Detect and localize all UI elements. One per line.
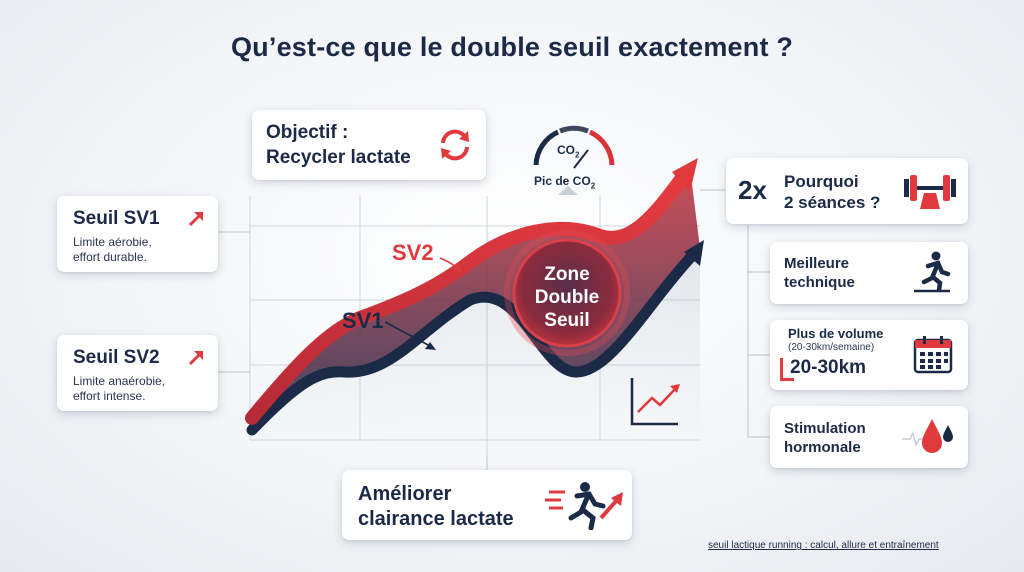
sv1-card-line-2: effort durable.	[73, 250, 147, 264]
page-title: Qu’est-ce que le double seuil exactement…	[230, 32, 794, 62]
right-item-technique: Meilleure technique	[770, 242, 968, 304]
right-item-3-line-2: hormonale	[784, 439, 861, 456]
why-line-2: 2 séances ?	[784, 193, 881, 212]
red-arrowhead	[672, 158, 698, 192]
sv2-label: SV2	[392, 240, 434, 265]
objective-line-2: Recycler lactate	[266, 147, 411, 168]
gauge-label: Pic de CO2	[534, 174, 595, 190]
zone-circle	[512, 238, 622, 348]
trend-chart-icon	[630, 378, 680, 426]
why-line-1: Pourquoi	[784, 172, 859, 191]
dumbbell-icon	[904, 175, 956, 209]
right-item-2-accent-base	[780, 378, 794, 381]
sv2-card-line-2: effort intense.	[73, 389, 146, 403]
right-item-volume: Plus de volume (20-30km/semaine) 20-30km	[770, 320, 968, 390]
right-item-2-sub: (20-30km/semaine)	[788, 342, 875, 353]
connector-lines	[218, 189, 770, 470]
runner-icon	[545, 482, 623, 530]
seuil-sv1-card: Seuil SV1 Limite aérobie, effort durable…	[57, 196, 218, 272]
seuil-sv2-card: Seuil SV2 Limite anaérobie, effort inten…	[57, 335, 218, 411]
red-curve	[245, 171, 689, 425]
right-item-hormonal: Stimulation hormonale	[770, 406, 968, 468]
zone-line-3: Seuil	[544, 310, 590, 331]
right-item-3-line-1: Stimulation	[784, 420, 866, 437]
sv2-card-line-1: Limite anaérobie,	[73, 374, 166, 388]
gauge-label-sub: 2	[590, 181, 596, 191]
footer-link[interactable]: seuil lactique running : calcul, allure …	[708, 540, 939, 551]
co2-gauge	[533, 125, 615, 195]
gauge-co2-text: CO2	[557, 143, 579, 159]
objective-line-1: Objectif :	[266, 122, 349, 143]
zone-label: Zone Double Seuil	[514, 263, 620, 332]
zone-line-1: Zone	[544, 264, 590, 285]
clairance-line-2: clairance lactate	[358, 508, 514, 530]
sv2-card-title: Seuil SV2	[73, 347, 160, 368]
sv1-card-line-1: Limite aérobie,	[73, 235, 152, 249]
gauge-label-text: Pic de CO	[534, 174, 591, 188]
clairance-line-1: Améliorer	[358, 483, 452, 505]
arrow-up-right-icon	[188, 351, 203, 366]
gauge-co2-sub: 2	[575, 150, 580, 160]
navy-arrowhead	[684, 240, 704, 266]
recycle-icon	[441, 129, 469, 161]
sv1-card-title: Seuil SV1	[73, 208, 160, 229]
area-shade	[252, 248, 700, 440]
right-item-2-accent	[780, 358, 783, 380]
zone-line-2: Double	[534, 287, 600, 308]
right-item-1-line-2: technique	[784, 274, 855, 291]
clairance-card: Améliorer clairance lactate	[342, 470, 632, 540]
right-item-1-line-1: Meilleure	[784, 255, 850, 272]
right-item-2-big: 20-30km	[790, 357, 867, 378]
why-two-sessions-card: 2x Pourquoi 2 séances ?	[726, 158, 968, 224]
runner-icon	[914, 251, 951, 293]
arrow-up-right-icon	[188, 212, 203, 227]
navy-curve	[246, 250, 698, 436]
right-item-2-line-1: Plus de volume	[788, 326, 884, 341]
gauge-co2: CO	[557, 143, 575, 157]
why-prefix: 2x	[738, 175, 767, 205]
sv1-label: SV1	[342, 308, 384, 333]
blood-drop-icon	[902, 419, 953, 453]
calendar-icon	[913, 336, 953, 374]
objective-card: Objectif : Recycler lactate	[252, 110, 486, 180]
